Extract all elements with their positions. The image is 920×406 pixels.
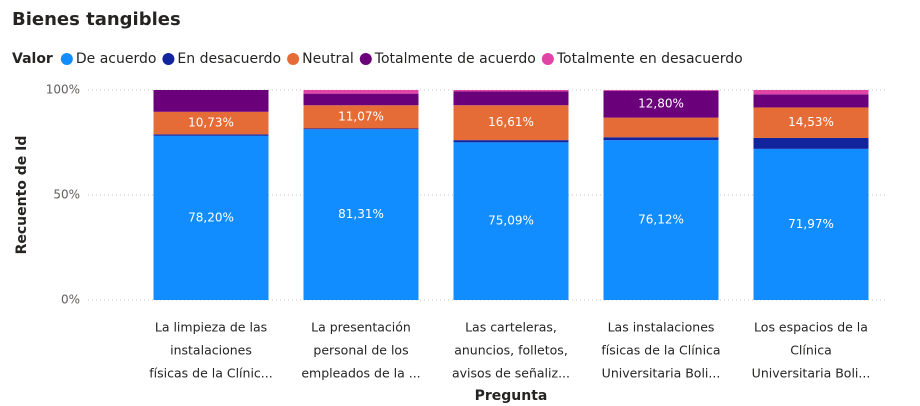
bar-segment bbox=[303, 128, 419, 130]
legend-label: Totalmente en desacuerdo bbox=[556, 51, 743, 67]
bar-segment bbox=[603, 140, 719, 300]
y-axis-title: Recuento de Id bbox=[14, 136, 30, 255]
data-label: 16,61% bbox=[488, 115, 534, 129]
bar-segment bbox=[153, 111, 269, 135]
bar-segment bbox=[303, 129, 419, 300]
x-tick-label: físicas de la Clínica bbox=[601, 343, 720, 358]
legend-marker bbox=[162, 53, 175, 65]
legend-marker bbox=[359, 53, 372, 65]
bar-segment bbox=[453, 91, 569, 106]
x-tick-label: Universitaria Boli... bbox=[602, 366, 721, 381]
bar-segment bbox=[453, 142, 569, 300]
bar-segment bbox=[753, 94, 869, 108]
y-tick-label: 100% bbox=[46, 83, 80, 97]
data-label: 71,97% bbox=[788, 217, 834, 231]
bar-segment bbox=[603, 117, 719, 138]
bar-segment bbox=[453, 140, 569, 143]
bar-segment bbox=[753, 148, 869, 300]
y-tick-label: 0% bbox=[61, 293, 80, 307]
x-tick-label: Clínica bbox=[790, 343, 832, 358]
bar-segment bbox=[603, 90, 719, 91]
x-tick-label: personal de los bbox=[313, 343, 408, 358]
bar-segment bbox=[453, 90, 569, 92]
bar-segment bbox=[453, 105, 569, 141]
legend-label: En desacuerdo bbox=[177, 51, 281, 67]
x-tick-label: físicas de la Clínic... bbox=[149, 366, 272, 381]
x-tick-label: Universitaria Boli... bbox=[752, 366, 871, 381]
data-label: 14,53% bbox=[788, 115, 834, 129]
x-tick-label: avisos de señaliz... bbox=[452, 366, 570, 381]
x-tick-label: Los espacios de la bbox=[754, 320, 868, 335]
data-label: 78,20% bbox=[188, 210, 234, 224]
legend-label: Totalmente de acuerdo bbox=[374, 51, 536, 67]
data-label: 10,73% bbox=[188, 116, 234, 130]
x-tick-label: Las carteleras, bbox=[465, 320, 557, 335]
x-tick-label: empleados de la ... bbox=[301, 366, 420, 381]
data-label: 81,31% bbox=[338, 207, 384, 221]
bar-segment bbox=[753, 90, 869, 95]
x-tick-label: La limpieza de las bbox=[155, 320, 267, 335]
bar-segment bbox=[603, 137, 719, 141]
legend-label: De acuerdo bbox=[76, 51, 157, 67]
chart-title: Bienes tangibles bbox=[12, 9, 181, 30]
bar-segment bbox=[153, 90, 269, 112]
bar-segment bbox=[303, 93, 419, 106]
x-tick-label: instalaciones bbox=[170, 343, 252, 358]
bar-segment bbox=[153, 134, 269, 136]
bar-segment bbox=[603, 90, 719, 118]
bar-segment bbox=[753, 137, 869, 149]
bar-segment bbox=[153, 135, 269, 300]
x-axis-title: Pregunta bbox=[475, 388, 548, 404]
bar-segment bbox=[303, 105, 419, 129]
x-tick-label: Las instalaciones bbox=[608, 320, 715, 335]
bar-segment bbox=[753, 107, 869, 138]
legend-label: Neutral bbox=[302, 51, 354, 67]
data-label: 11,07% bbox=[338, 109, 384, 123]
x-tick-label: La presentación bbox=[311, 320, 411, 335]
data-label: 12,80% bbox=[638, 97, 684, 111]
legend-title: Valor bbox=[12, 51, 53, 67]
bar-segment bbox=[303, 90, 419, 94]
x-tick-label: anuncios, folletos, bbox=[454, 343, 568, 358]
data-label: 75,09% bbox=[488, 214, 534, 228]
y-tick-label: 50% bbox=[53, 188, 80, 202]
legend-marker bbox=[287, 53, 300, 65]
legend-marker bbox=[60, 53, 73, 65]
legend-marker bbox=[541, 53, 554, 65]
data-label: 76,12% bbox=[638, 213, 684, 227]
